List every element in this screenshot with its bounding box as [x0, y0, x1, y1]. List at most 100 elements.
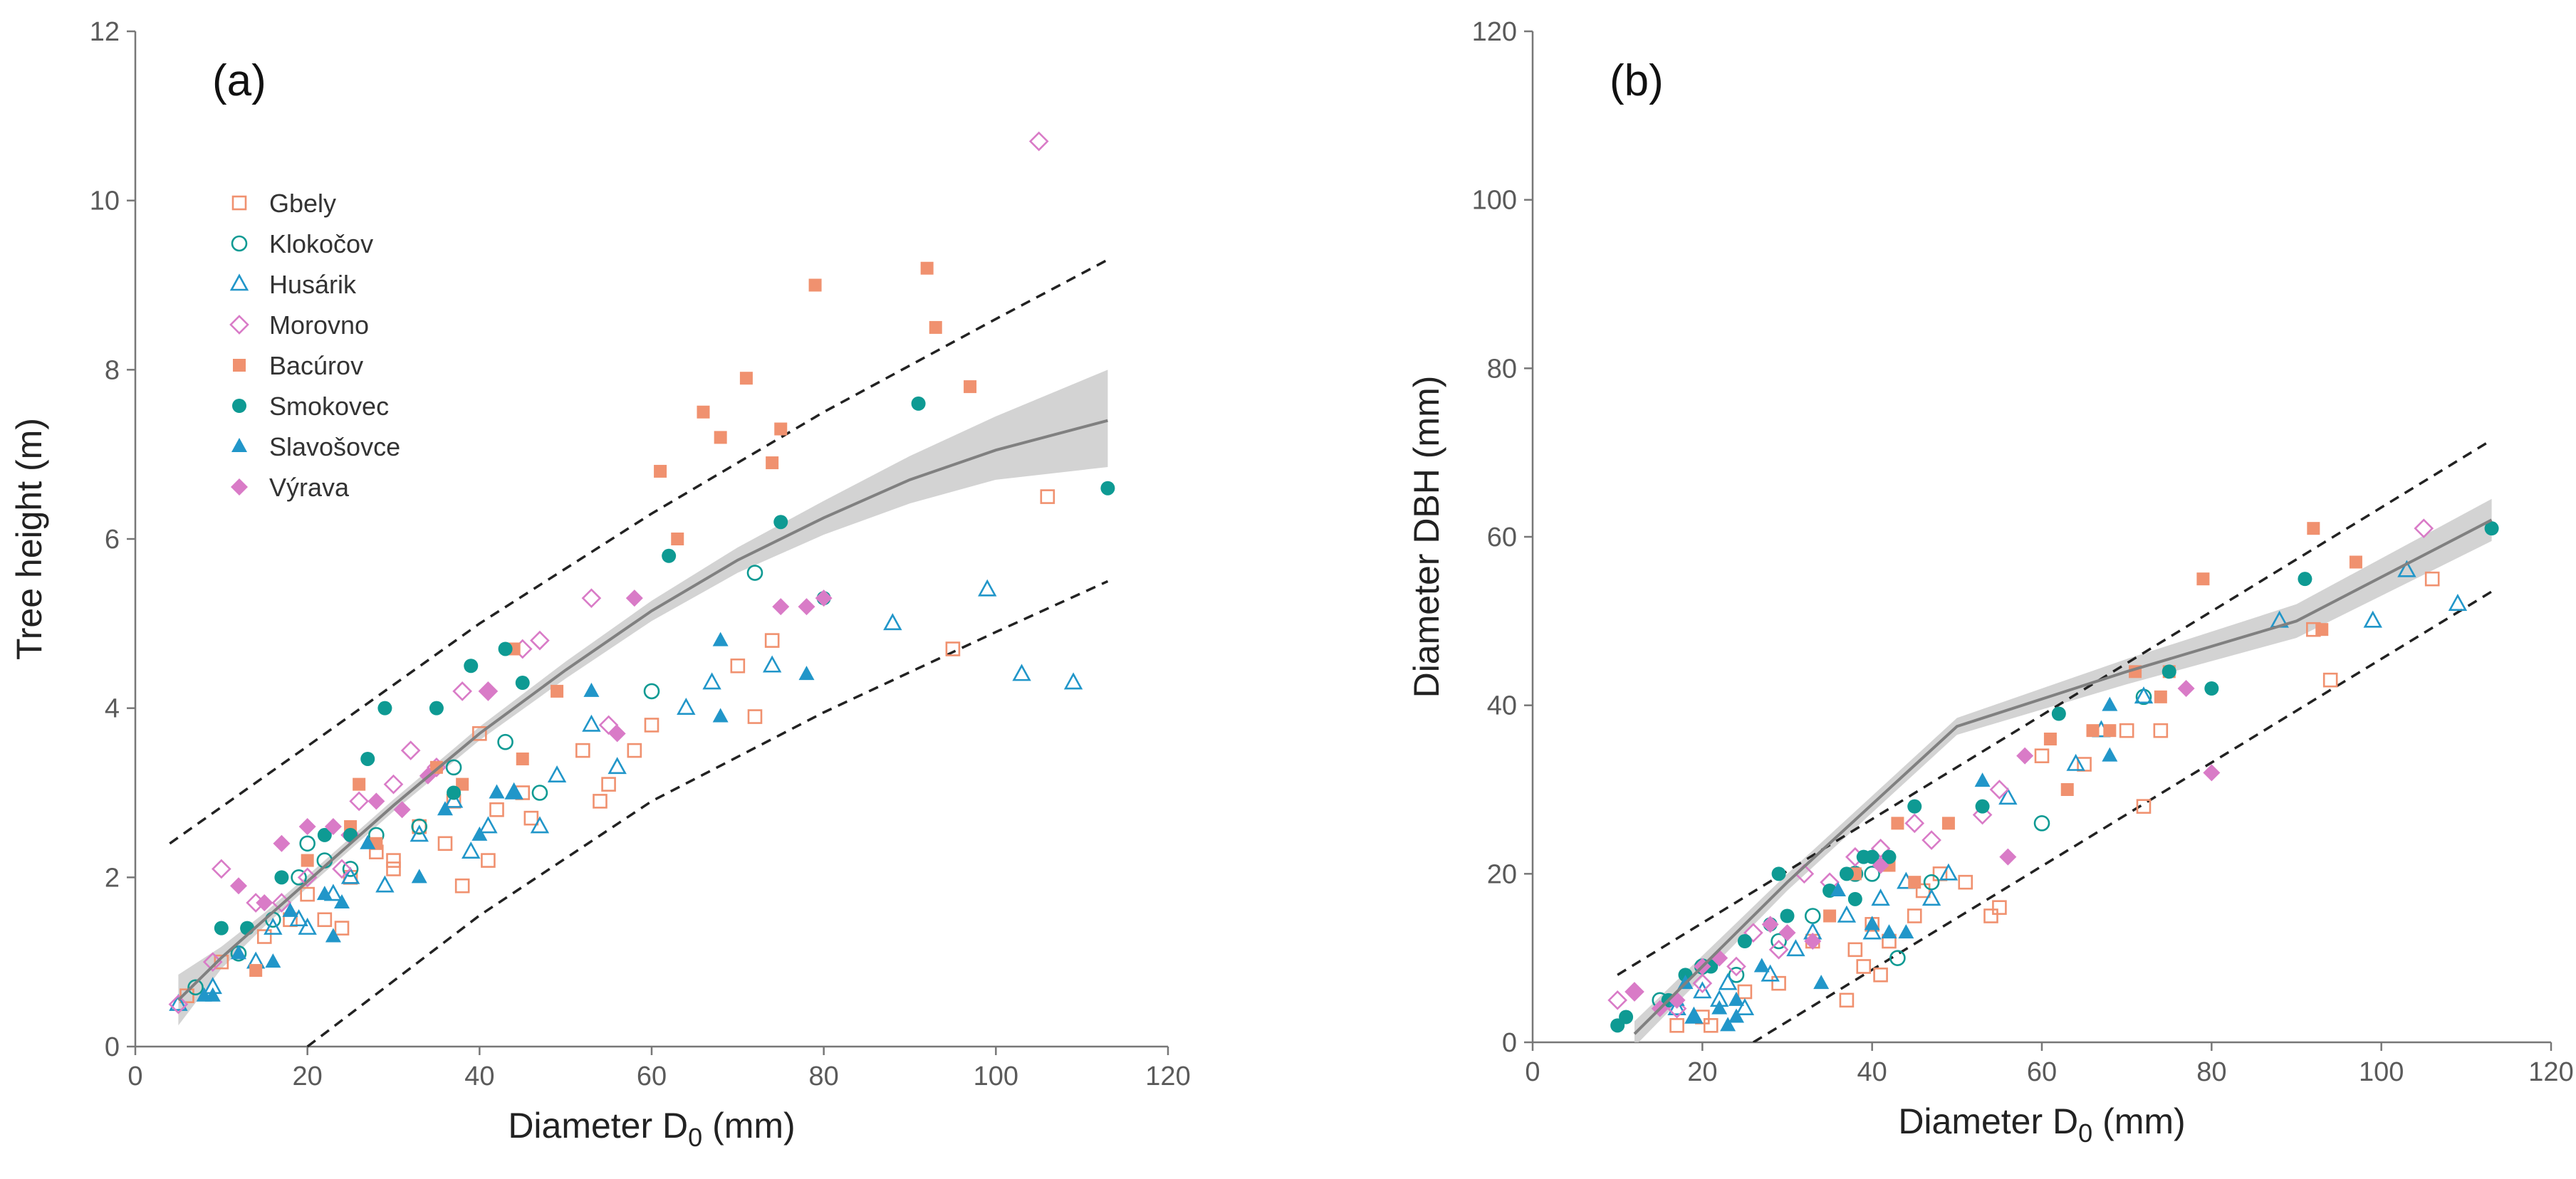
data-point-vyrava — [2177, 680, 2195, 697]
x-tick-label: 0 — [1525, 1057, 1540, 1087]
data-point-slavosovce — [1753, 958, 1770, 973]
data-point-bacurov — [1908, 876, 1921, 889]
data-point-morovno — [1989, 780, 2010, 800]
data-point-slavosovce — [1813, 975, 1830, 990]
data-point-gbely — [575, 743, 590, 758]
series-husarik — [169, 579, 1083, 1011]
data-point-bacurov — [739, 372, 753, 385]
data-point-gbely — [1669, 1018, 1684, 1033]
data-point-slavosovce — [712, 632, 729, 646]
data-point-morovno — [297, 867, 318, 888]
data-point-slavosovce — [712, 708, 729, 723]
data-point-husarik — [462, 841, 481, 859]
data-point-husarik — [547, 765, 567, 783]
data-point-smokovec — [1737, 934, 1752, 948]
data-point-vyrava — [1804, 933, 1822, 950]
data-point-gbely — [214, 954, 229, 970]
legend-label-husarik: Husárik — [269, 270, 357, 299]
data-point-bacurov — [671, 533, 684, 545]
data-point-husarik — [1718, 973, 1738, 990]
data-point-husarik — [978, 579, 997, 597]
data-point-vyrava — [1872, 856, 1889, 874]
data-point-morovno — [1726, 956, 1746, 977]
data-point-klokocov — [531, 785, 548, 801]
plot-area — [168, 131, 1115, 1048]
data-point-slavosovce — [411, 869, 427, 884]
data-point-vyrava — [1626, 983, 1643, 1000]
data-point-klokocov — [411, 818, 428, 835]
series-vyrava — [230, 590, 833, 911]
data-point-husarik — [1063, 672, 1083, 690]
data-point-smokovec — [2298, 572, 2312, 587]
data-point-smokovec — [2484, 521, 2499, 536]
x-axis-label-unit: (mm) — [2092, 1101, 2186, 1141]
prediction-lower-line — [306, 580, 1109, 1048]
data-point-bacurov — [808, 278, 822, 292]
data-point-bacurov — [353, 777, 366, 791]
data-point-vyrava — [273, 834, 291, 852]
legend-marker-bacurov — [233, 359, 246, 372]
y-tick-label: 40 — [1487, 691, 1517, 721]
data-point-gbely — [747, 709, 763, 724]
x-axis-label-unit: (mm) — [702, 1106, 796, 1146]
data-point-gbely — [2136, 799, 2152, 814]
data-point-bacurov — [714, 431, 727, 444]
series-vyrava — [1626, 680, 2221, 1017]
data-point-husarik — [883, 613, 902, 631]
data-point-gbely — [437, 836, 453, 852]
data-point-klokocov — [342, 861, 359, 877]
x-axis-label: Diameter D0 (mm) — [508, 1106, 795, 1152]
data-point-vyrava — [625, 590, 643, 607]
data-point-smokovec — [1882, 849, 1897, 864]
data-point-husarik — [340, 866, 360, 884]
data-point-bacurov — [2043, 733, 2057, 745]
data-point-husarik — [2134, 686, 2154, 704]
data-point-husarik — [608, 757, 627, 775]
confidence-band — [1634, 498, 2492, 1042]
data-point-slavosovce — [2102, 696, 2118, 711]
x-tick-label: 60 — [637, 1062, 667, 1091]
data-point-husarik — [1786, 939, 1805, 957]
data-point-smokovec — [2204, 681, 2219, 696]
data-point-klokocov — [643, 683, 660, 700]
data-point-smokovec — [498, 641, 513, 656]
y-tick-label: 20 — [1487, 859, 1517, 889]
data-point-vyrava — [2203, 764, 2221, 782]
data-point-gbely — [334, 921, 350, 936]
data-point-smokovec — [515, 676, 530, 691]
panel-b: 0 20 40 60 80 100 120 0 20 40 60 80 100 120 Diameter D… — [1407, 17, 2574, 1148]
data-point-slavosovce — [334, 894, 350, 908]
data-point-bacurov — [2196, 572, 2210, 586]
data-point-bacurov — [2315, 623, 2329, 636]
legend-label-bacurov: Bacúrov — [269, 351, 363, 380]
data-point-gbely — [1737, 984, 1753, 1000]
data-point-smokovec — [911, 396, 926, 411]
data-point-smokovec — [1100, 481, 1115, 496]
data-point-vyrava — [230, 877, 247, 895]
y-tick-label: 0 — [105, 1032, 120, 1062]
data-point-smokovec — [773, 515, 788, 530]
x-tick-label: 20 — [1687, 1057, 1717, 1087]
data-point-slavosovce — [265, 953, 281, 968]
prediction-upper-line — [1617, 439, 2493, 976]
data-point-slavosovce — [2102, 747, 2118, 762]
data-point-smokovec — [447, 785, 462, 800]
data-point-morovno — [1743, 923, 1763, 943]
data-point-smokovec — [662, 548, 677, 563]
data-point-smokovec — [1907, 799, 1922, 814]
data-point-gbely — [730, 658, 746, 674]
data-point-gbely — [1856, 959, 1872, 974]
data-point-slavosovce — [471, 826, 488, 841]
data-point-vyrava — [772, 598, 790, 616]
data-point-gbely — [1839, 992, 1855, 1008]
x-tick-label: 0 — [127, 1062, 142, 1091]
data-point-husarik — [2448, 593, 2468, 611]
data-point-vyrava — [393, 801, 411, 819]
data-point-bacurov — [2349, 555, 2362, 569]
data-point-smokovec — [464, 659, 479, 674]
data-point-husarik — [264, 917, 283, 935]
data-point-vyrava — [324, 818, 342, 836]
data-point-gbely — [386, 861, 401, 876]
data-point-husarik — [530, 816, 550, 834]
data-point-vyrava — [1778, 924, 1796, 942]
